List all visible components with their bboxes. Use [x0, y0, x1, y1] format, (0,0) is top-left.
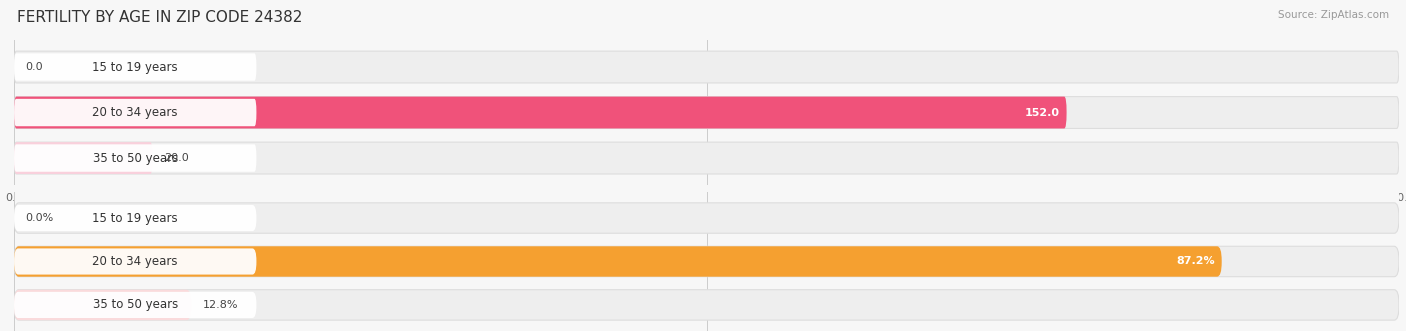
FancyBboxPatch shape: [14, 99, 256, 126]
FancyBboxPatch shape: [14, 246, 1222, 277]
Text: 35 to 50 years: 35 to 50 years: [93, 299, 179, 311]
Text: Source: ZipAtlas.com: Source: ZipAtlas.com: [1278, 10, 1389, 20]
Text: 20 to 34 years: 20 to 34 years: [93, 106, 179, 119]
FancyBboxPatch shape: [14, 97, 1399, 128]
FancyBboxPatch shape: [14, 144, 256, 172]
Text: 152.0: 152.0: [1025, 108, 1060, 118]
FancyBboxPatch shape: [14, 51, 1399, 83]
FancyBboxPatch shape: [14, 142, 1399, 174]
FancyBboxPatch shape: [14, 292, 256, 318]
FancyBboxPatch shape: [14, 248, 256, 275]
FancyBboxPatch shape: [14, 203, 1399, 233]
Text: 0.0%: 0.0%: [25, 213, 53, 223]
Text: 12.8%: 12.8%: [202, 300, 238, 310]
FancyBboxPatch shape: [14, 53, 256, 81]
Text: FERTILITY BY AGE IN ZIP CODE 24382: FERTILITY BY AGE IN ZIP CODE 24382: [17, 10, 302, 25]
Text: 20 to 34 years: 20 to 34 years: [93, 255, 179, 268]
Text: 20.0: 20.0: [163, 153, 188, 163]
FancyBboxPatch shape: [14, 246, 1399, 277]
FancyBboxPatch shape: [14, 290, 191, 320]
Text: 15 to 19 years: 15 to 19 years: [93, 212, 179, 224]
Text: 87.2%: 87.2%: [1177, 257, 1215, 266]
Text: 35 to 50 years: 35 to 50 years: [93, 152, 179, 165]
FancyBboxPatch shape: [14, 142, 153, 174]
Text: 0.0: 0.0: [25, 62, 42, 72]
FancyBboxPatch shape: [14, 205, 256, 231]
Text: 15 to 19 years: 15 to 19 years: [93, 61, 179, 73]
FancyBboxPatch shape: [14, 290, 1399, 320]
FancyBboxPatch shape: [14, 97, 1067, 128]
